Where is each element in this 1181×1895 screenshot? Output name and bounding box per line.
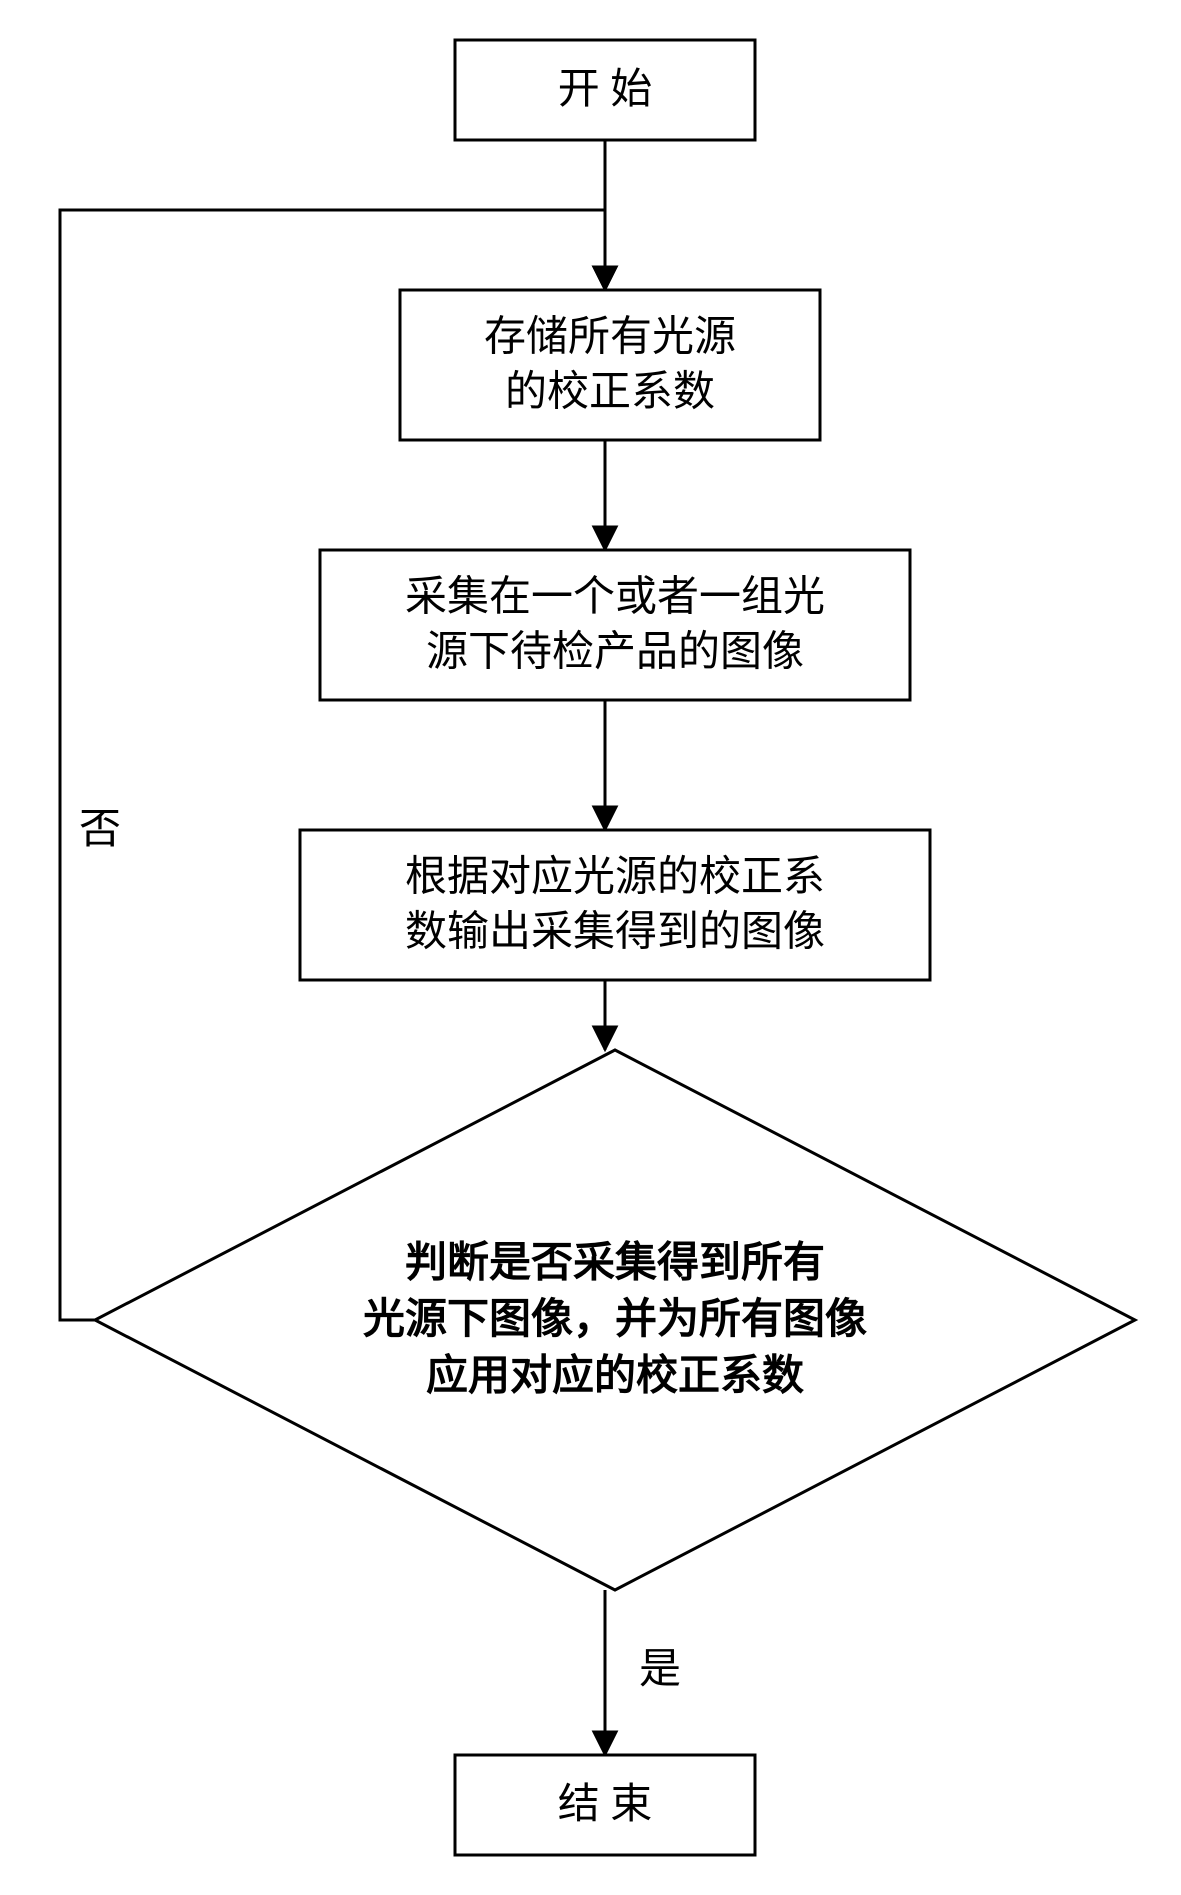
flowchart-diagram: 开 始存储所有光源的校正系数采集在一个或者一组光源下待检产品的图像根据对应光源的… [0, 0, 1181, 1895]
flow-node-text-capture: 源下待检产品的图像 [426, 628, 804, 675]
flow-node-text-store: 的校正系数 [505, 369, 715, 415]
flow-node-text-decide: 光源下图像，并为所有图像 [363, 1296, 867, 1343]
flow-edge-label-decide-store: 否 [79, 807, 121, 853]
flow-node-text-store: 存储所有光源 [484, 315, 736, 361]
flow-node-text-decide: 应用对应的校正系数 [426, 1353, 804, 1400]
flow-edge-label-decide-end: 是 [639, 1647, 681, 1693]
flow-node-store [400, 290, 820, 440]
flow-node-text-output: 根据对应光源的校正系 [405, 854, 825, 901]
flow-node-text-output: 数输出采集得到的图像 [405, 909, 825, 955]
flow-node-capture [320, 550, 910, 700]
flow-node-text-decide: 判断是否采集得到所有 [405, 1239, 825, 1286]
flow-node-text-end: 结 束 [558, 1782, 653, 1828]
flow-node-text-start: 开 始 [558, 67, 653, 113]
flow-node-output [300, 830, 930, 980]
flow-node-text-capture: 采集在一个或者一组光 [405, 575, 825, 621]
